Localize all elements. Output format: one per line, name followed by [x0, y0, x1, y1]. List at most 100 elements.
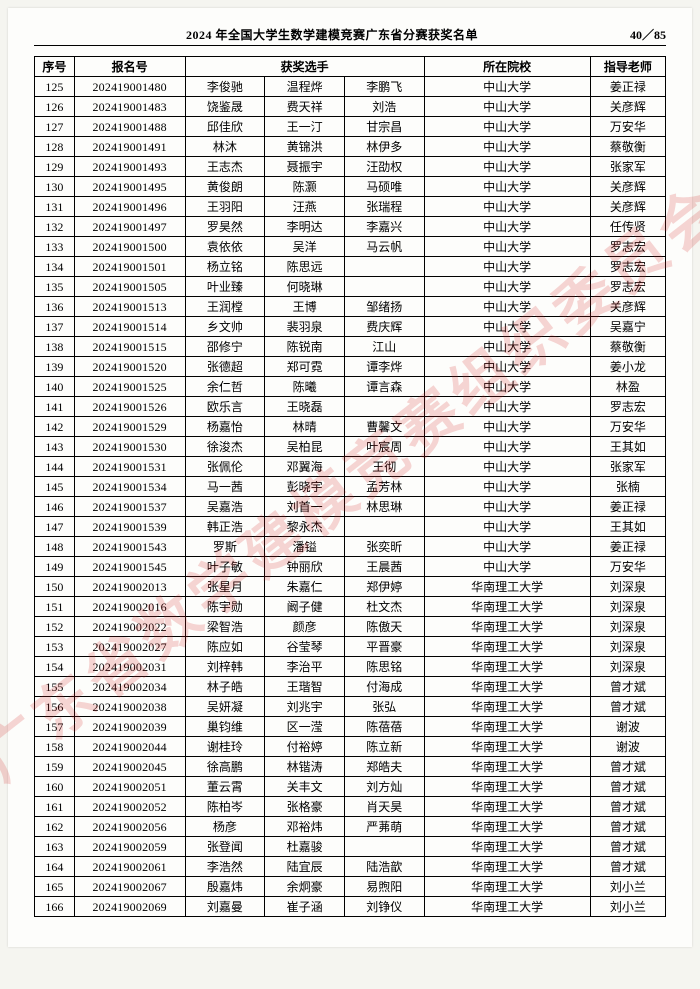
cell-school: 华南理工大学	[424, 797, 590, 817]
cell-school: 华南理工大学	[424, 777, 590, 797]
cell-member-2: 李明达	[265, 217, 345, 237]
cell-member-1: 张佩伦	[185, 457, 265, 477]
cell-reg: 202419002034	[74, 677, 185, 697]
cell-teacher: 谢波	[590, 717, 665, 737]
cell-member-2: 张格豪	[265, 797, 345, 817]
cell-member-2: 黎永杰	[265, 517, 345, 537]
doc-title: 2024 年全国大学生数学建模竞赛广东省分赛获奖名单	[34, 26, 630, 43]
cell-member-1: 王志杰	[185, 157, 265, 177]
cell-school: 华南理工大学	[424, 597, 590, 617]
cell-member-2: 吴洋	[265, 237, 345, 257]
cell-member-2: 崔子涵	[265, 897, 345, 917]
cell-teacher: 刘小兰	[590, 877, 665, 897]
cell-member-2: 王博	[265, 297, 345, 317]
cell-member-1: 殷嘉炜	[185, 877, 265, 897]
cell-teacher: 罗志宏	[590, 237, 665, 257]
table-row: 165202419002067殷嘉炜余炯豪易煦阳华南理工大学刘小兰	[35, 877, 666, 897]
table-row: 155202419002034林子皓王瑎智付海成华南理工大学曾才斌	[35, 677, 666, 697]
cell-member-3: 叶宸周	[344, 437, 424, 457]
cell-member-2: 关丰文	[265, 777, 345, 797]
cell-member-3: 陆浩歆	[344, 857, 424, 877]
cell-teacher: 曾才斌	[590, 817, 665, 837]
cell-school: 中山大学	[424, 117, 590, 137]
cell-member-3	[344, 397, 424, 417]
cell-reg: 202419001491	[74, 137, 185, 157]
cell-idx: 130	[35, 177, 75, 197]
cell-member-3: 严茀萌	[344, 817, 424, 837]
cell-school: 中山大学	[424, 357, 590, 377]
cell-idx: 143	[35, 437, 75, 457]
cell-member-3: 谭李烨	[344, 357, 424, 377]
table-row: 156202419002038吴妍凝刘兆宇张弘华南理工大学曾才斌	[35, 697, 666, 717]
cell-teacher: 张楠	[590, 477, 665, 497]
table-row: 152202419002022梁智浩颜彦陈傲天华南理工大学刘深泉	[35, 617, 666, 637]
cell-teacher: 蔡敬衡	[590, 137, 665, 157]
cell-member-2: 谷莹琴	[265, 637, 345, 657]
cell-reg: 202419002067	[74, 877, 185, 897]
cell-member-3: 谭言森	[344, 377, 424, 397]
cell-reg: 202419001537	[74, 497, 185, 517]
cell-reg: 202419001534	[74, 477, 185, 497]
cell-reg: 202419001539	[74, 517, 185, 537]
cell-school: 中山大学	[424, 77, 590, 97]
cell-idx: 131	[35, 197, 75, 217]
cell-school: 中山大学	[424, 317, 590, 337]
col-school: 所在院校	[424, 57, 590, 77]
cell-teacher: 曾才斌	[590, 697, 665, 717]
table-row: 131202419001496王羽阳汪燕张瑞程中山大学关彦辉	[35, 197, 666, 217]
cell-teacher: 刘深泉	[590, 597, 665, 617]
cell-member-2: 陈曦	[265, 377, 345, 397]
table-row: 128202419001491林沐黄锦洪林伊多中山大学蔡敬衡	[35, 137, 666, 157]
cell-member-2: 费天祥	[265, 97, 345, 117]
cell-member-1: 叶子敏	[185, 557, 265, 577]
cell-reg: 202419001529	[74, 417, 185, 437]
cell-member-2: 刘兆宇	[265, 697, 345, 717]
cell-school: 华南理工大学	[424, 617, 590, 637]
cell-teacher: 曾才斌	[590, 837, 665, 857]
table-row: 163202419002059张登闻杜嘉骏华南理工大学曾才斌	[35, 837, 666, 857]
cell-reg: 202419001514	[74, 317, 185, 337]
cell-member-1: 叶业臻	[185, 277, 265, 297]
cell-member-1: 刘嘉曼	[185, 897, 265, 917]
cell-idx: 149	[35, 557, 75, 577]
cell-member-2: 颜彦	[265, 617, 345, 637]
cell-school: 中山大学	[424, 477, 590, 497]
cell-member-3: 孟芳林	[344, 477, 424, 497]
cell-teacher: 曾才斌	[590, 797, 665, 817]
cell-member-1: 张星月	[185, 577, 265, 597]
cell-teacher: 罗志宏	[590, 257, 665, 277]
cell-reg: 202419002044	[74, 737, 185, 757]
table-row: 153202419002027陈应如谷莹琴平晋豪华南理工大学刘深泉	[35, 637, 666, 657]
cell-member-2: 林晴	[265, 417, 345, 437]
table-row: 135202419001505叶业臻何晓琳中山大学罗志宏	[35, 277, 666, 297]
table-row: 151202419002016陈宇勋阚子健杜文杰华南理工大学刘深泉	[35, 597, 666, 617]
table-row: 144202419001531张佩伦邓翼海王彻中山大学张家军	[35, 457, 666, 477]
cell-school: 中山大学	[424, 537, 590, 557]
cell-member-3: 陈傲天	[344, 617, 424, 637]
cell-teacher: 姜正禄	[590, 537, 665, 557]
cell-idx: 139	[35, 357, 75, 377]
cell-member-3: 陈蓓蓓	[344, 717, 424, 737]
table-header-row: 序号 报名号 获奖选手 所在院校 指导老师	[35, 57, 666, 77]
cell-school: 华南理工大学	[424, 877, 590, 897]
cell-member-3	[344, 277, 424, 297]
table-row: 125202419001480李俊驰温程烨李鹏飞中山大学姜正禄	[35, 77, 666, 97]
cell-reg: 202419001497	[74, 217, 185, 237]
cell-member-1: 韩正浩	[185, 517, 265, 537]
cell-member-2: 杜嘉骏	[265, 837, 345, 857]
cell-school: 华南理工大学	[424, 657, 590, 677]
cell-member-3	[344, 517, 424, 537]
cell-teacher: 王其如	[590, 437, 665, 457]
table-row: 138202419001515邵修宁陈锐南江山中山大学蔡敬衡	[35, 337, 666, 357]
cell-idx: 135	[35, 277, 75, 297]
cell-teacher: 关彦辉	[590, 97, 665, 117]
cell-teacher: 张家军	[590, 157, 665, 177]
cell-member-2: 邓裕炜	[265, 817, 345, 837]
cell-teacher: 刘深泉	[590, 577, 665, 597]
cell-member-1: 罗斯	[185, 537, 265, 557]
cell-member-3: 杜文杰	[344, 597, 424, 617]
cell-idx: 152	[35, 617, 75, 637]
cell-school: 华南理工大学	[424, 697, 590, 717]
table-row: 160202419002051董云霄关丰文刘方灿华南理工大学曾才斌	[35, 777, 666, 797]
cell-member-2: 付裕婷	[265, 737, 345, 757]
